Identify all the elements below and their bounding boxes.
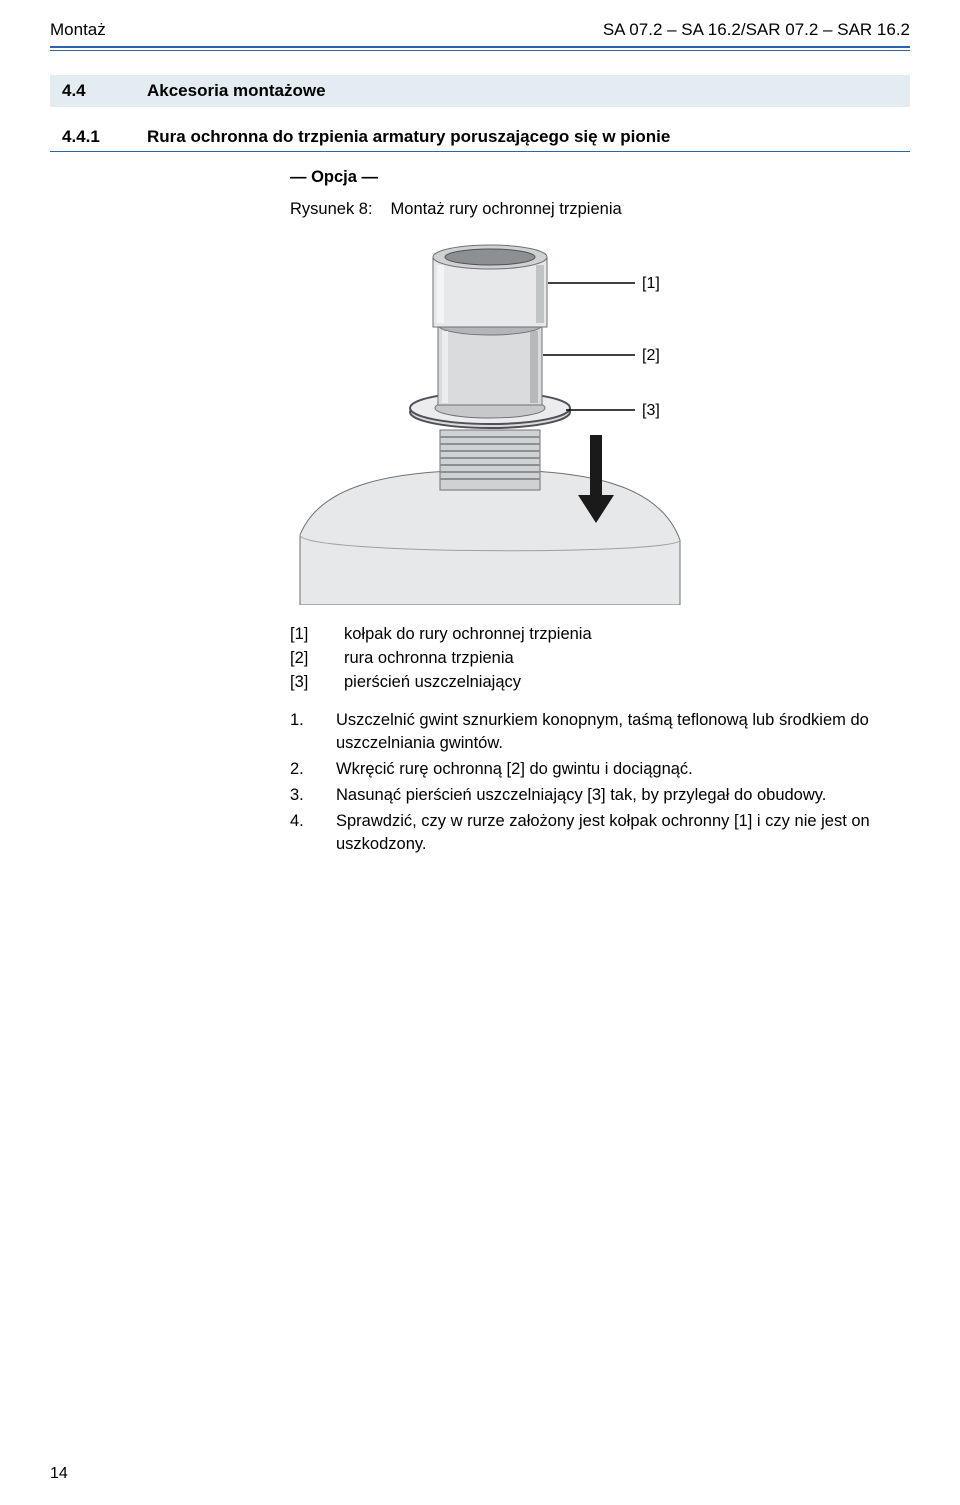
figure-callout-2: [2] [642,345,660,367]
section-number: 4.4 [62,81,117,101]
step-row: 1. Uszczelnić gwint sznurkiem konopnym, … [290,709,890,754]
step-number: 4. [290,810,314,855]
legend-row: [2] rura ochronna trzpienia [290,647,890,669]
procedure-steps: 1. Uszczelnić gwint sznurkiem konopnym, … [290,709,890,855]
figure-illustration: [1] [2] [3] [290,235,810,605]
subsection-heading: 4.4.1 Rura ochronna do trzpienia armatur… [50,121,910,152]
step-number: 3. [290,784,314,806]
legend-key: [1] [290,623,320,645]
page-header: Montaż SA 07.2 – SA 16.2/SAR 07.2 – SAR … [50,20,910,51]
legend-row: [1] kołpak do rury ochronnej trzpienia [290,623,890,645]
step-text: Sprawdzić, czy w rurze założony jest koł… [336,810,890,855]
step-text: Nasunąć pierścień uszczelniający [3] tak… [336,784,890,806]
legend-text: pierścień uszczelniający [344,671,521,693]
legend-row: [3] pierścień uszczelniający [290,671,890,693]
protective-tube-diagram [290,235,810,605]
step-number: 2. [290,758,314,780]
figure-caption: Rysunek 8: Montaż rury ochronnej trzpien… [290,198,890,220]
step-row: 2. Wkręcić rurę ochronną [2] do gwintu i… [290,758,890,780]
figure-legend: [1] kołpak do rury ochronnej trzpienia [… [290,623,890,694]
step-row: 4. Sprawdzić, czy w rurze założony jest … [290,810,890,855]
header-right: SA 07.2 – SA 16.2/SAR 07.2 – SAR 16.2 [603,20,910,40]
legend-text: kołpak do rury ochronnej trzpienia [344,623,592,645]
figure-label-key: Rysunek 8: [290,198,373,220]
subsection-number: 4.4.1 [62,127,117,147]
legend-key: [2] [290,647,320,669]
legend-text: rura ochronna trzpienia [344,647,514,669]
option-label: — Opcja — [290,166,890,188]
section-heading: 4.4 Akcesoria montażowe [50,75,910,107]
page-number: 14 [50,1465,68,1483]
figure-callout-1: [1] [642,273,660,295]
figure-label-text: Montaż rury ochronnej trzpienia [391,198,622,220]
header-left: Montaż [50,20,106,40]
step-number: 1. [290,709,314,754]
section-title: Akcesoria montażowe [147,81,326,101]
content-body: — Opcja — Rysunek 8: Montaż rury ochronn… [50,166,910,855]
legend-key: [3] [290,671,320,693]
figure-callout-3: [3] [642,400,660,422]
header-rule [50,46,910,51]
step-text: Wkręcić rurę ochronną [2] do gwintu i do… [336,758,890,780]
subsection-title: Rura ochronna do trzpienia armatury poru… [147,127,670,147]
step-text: Uszczelnić gwint sznurkiem konopnym, taś… [336,709,890,754]
step-row: 3. Nasunąć pierścień uszczelniający [3] … [290,784,890,806]
